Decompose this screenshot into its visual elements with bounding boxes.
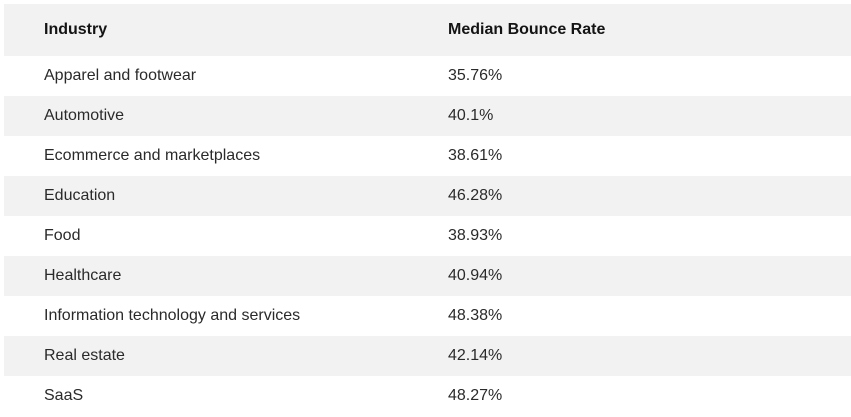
industry-cell: Automotive: [44, 107, 125, 124]
bounce-rate-table: Industry Median Bounce Rate Apparel and …: [4, 4, 851, 416]
industry-cell: Education: [44, 187, 116, 204]
bounce-rate-table-container: Industry Median Bounce Rate Apparel and …: [4, 4, 851, 416]
bounce-rate-cell: 38.93%: [448, 227, 503, 244]
industry-cell: Food: [44, 227, 81, 244]
table-row: Real estate 42.14%: [4, 336, 851, 376]
table-row: Automotive 40.1%: [4, 96, 851, 136]
bounce-rate-cell: 48.27%: [448, 387, 503, 404]
bounce-rate-cell: 40.1%: [448, 107, 494, 124]
column-header-median-bounce-rate: Median Bounce Rate: [448, 21, 606, 38]
table-row: Healthcare 40.94%: [4, 256, 851, 296]
industry-cell: SaaS: [44, 387, 84, 404]
table-row: Ecommerce and marketplaces 38.61%: [4, 136, 851, 176]
industry-cell: Apparel and footwear: [44, 67, 197, 84]
table-row: Education 46.28%: [4, 176, 851, 216]
bounce-rate-cell: 38.61%: [448, 147, 503, 164]
industry-cell: Information technology and services: [44, 307, 301, 324]
table-row: Apparel and footwear 35.76%: [4, 56, 851, 96]
table-header-row: Industry Median Bounce Rate: [4, 4, 851, 56]
column-header-industry: Industry: [44, 21, 108, 38]
bounce-rate-cell: 40.94%: [448, 267, 503, 284]
table-row: Information technology and services 48.3…: [4, 296, 851, 336]
industry-cell: Real estate: [44, 347, 125, 364]
bounce-rate-cell: 42.14%: [448, 347, 503, 364]
industry-cell: Ecommerce and marketplaces: [44, 147, 261, 164]
bounce-rate-cell: 48.38%: [448, 307, 503, 324]
bounce-rate-cell: 46.28%: [448, 187, 503, 204]
industry-cell: Healthcare: [44, 267, 122, 284]
table-row: SaaS 48.27%: [4, 376, 851, 416]
bounce-rate-cell: 35.76%: [448, 67, 503, 84]
table-row: Food 38.93%: [4, 216, 851, 256]
